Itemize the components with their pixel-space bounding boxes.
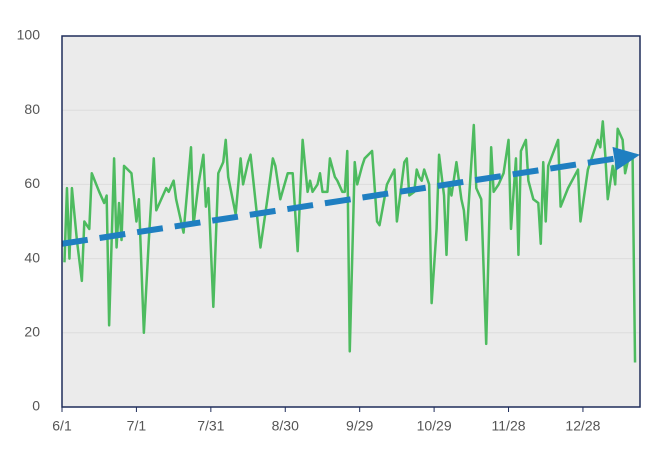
x-tick-label: 6/1 [52,418,72,434]
plot-border [61,35,641,408]
x-tick-label: 8/30 [272,418,299,434]
trend-arrowhead [612,146,640,171]
x-tick-label: 7/31 [197,418,224,434]
y-tick-label: 60 [24,175,40,191]
x-tick-label: 10/29 [417,418,452,434]
x-tick-label: 7/1 [127,418,147,434]
y-tick-label: 40 [24,249,40,265]
y-tick-label: 100 [17,27,41,43]
x-tick-label: 11/28 [492,418,526,434]
x-tick-label: 12/28 [565,418,600,434]
data-line [63,120,637,363]
y-tick-label: 80 [24,101,40,117]
y-tick-label: 0 [32,398,40,414]
trend-line [61,155,615,247]
x-tick-label: 9/29 [346,418,373,434]
y-tick-label: 20 [24,324,40,340]
